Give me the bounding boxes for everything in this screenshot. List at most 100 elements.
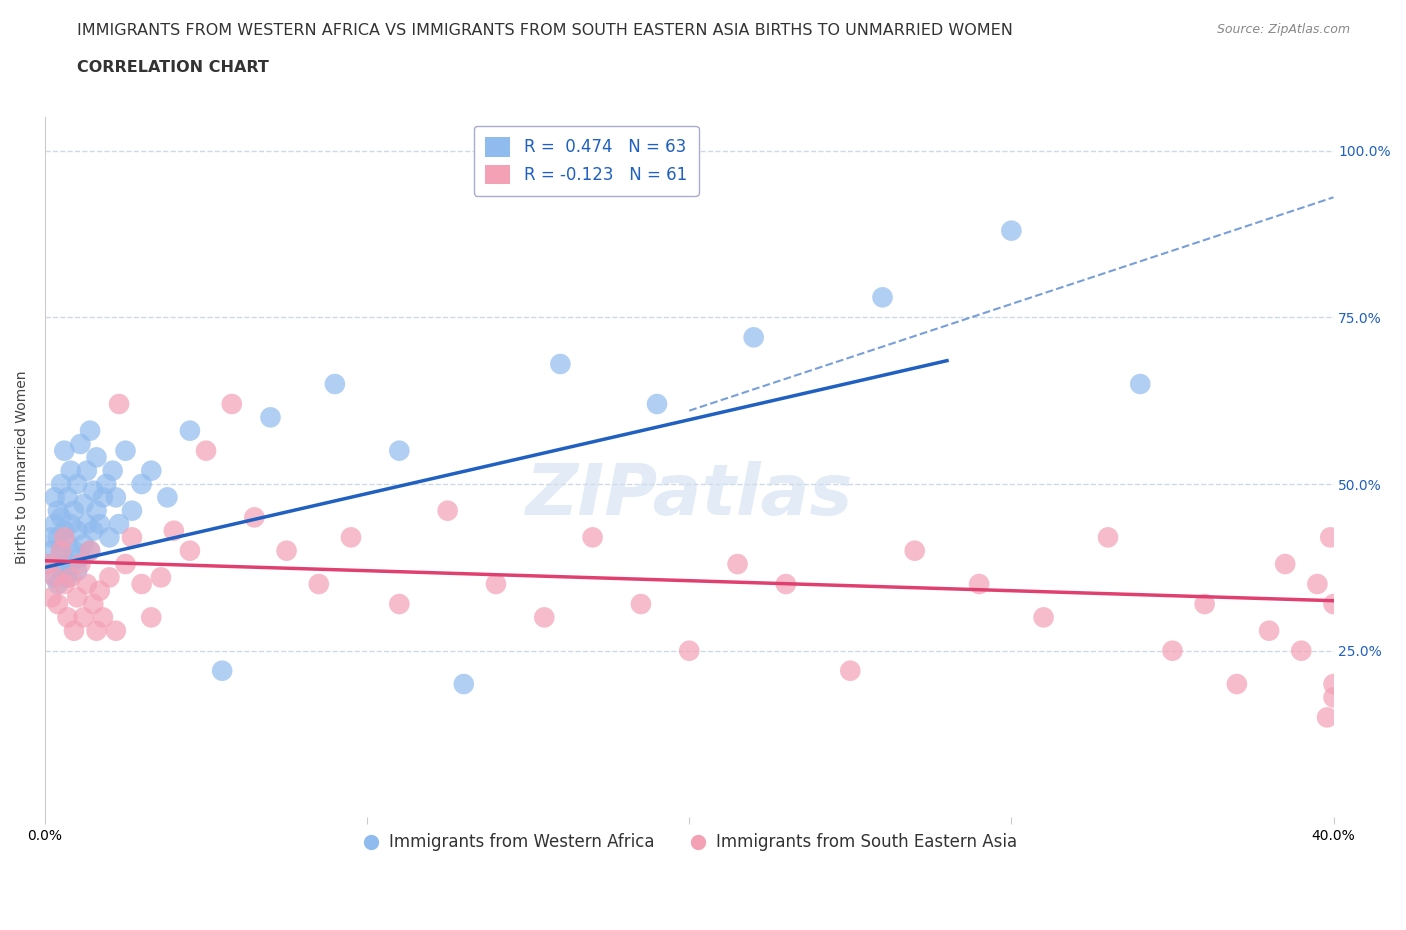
Point [69, 436, 91, 451]
Point [1161, 644, 1184, 658]
Point [53, 444, 76, 458]
Point [1291, 644, 1313, 658]
Point [69, 550, 91, 565]
Point [550, 356, 572, 371]
Point [1322, 690, 1344, 705]
Point [53, 524, 76, 538]
Point [678, 644, 700, 658]
Point [1129, 377, 1152, 392]
Point [46, 503, 69, 518]
Point [44, 516, 66, 531]
Point [179, 423, 201, 438]
Point [72, 537, 94, 551]
Text: CORRELATION CHART: CORRELATION CHART [77, 60, 269, 75]
Point [46, 597, 69, 612]
Point [485, 577, 508, 591]
Point [141, 463, 163, 478]
Point [1258, 623, 1281, 638]
Point [49, 543, 72, 558]
Point [727, 556, 749, 571]
Point [86, 503, 108, 518]
Point [76, 516, 98, 531]
Point [63, 543, 86, 558]
Point [86, 623, 108, 638]
Point [66, 524, 89, 538]
Point [1316, 710, 1339, 724]
Point [453, 677, 475, 692]
Point [91, 610, 114, 625]
Point [56, 537, 79, 551]
Point [44, 570, 66, 585]
Point [581, 530, 603, 545]
Point [131, 577, 153, 591]
Point [967, 577, 990, 591]
Point [149, 570, 172, 585]
Point [742, 330, 765, 345]
Point [56, 610, 79, 625]
Point [436, 503, 458, 518]
Legend: Immigrants from Western Africa, Immigrants from South Eastern Asia: Immigrants from Western Africa, Immigran… [354, 827, 1024, 858]
Point [259, 410, 281, 425]
Point [163, 524, 186, 538]
Point [53, 577, 76, 591]
Point [533, 610, 555, 625]
Point [101, 463, 124, 478]
Point [37, 556, 59, 571]
Point [56, 490, 79, 505]
Point [1319, 530, 1341, 545]
Point [340, 530, 363, 545]
Point [276, 543, 298, 558]
Point [82, 597, 104, 612]
Point [59, 463, 82, 478]
Point [645, 396, 668, 411]
Point [66, 476, 89, 491]
Point [108, 516, 131, 531]
Point [41, 530, 63, 545]
Point [114, 444, 136, 458]
Point [114, 556, 136, 571]
Point [89, 583, 111, 598]
Point [121, 503, 143, 518]
Point [195, 444, 218, 458]
Point [775, 577, 797, 591]
Point [66, 590, 89, 604]
Point [49, 543, 72, 558]
Point [131, 476, 153, 491]
Point [59, 516, 82, 531]
Point [1322, 677, 1344, 692]
Point [839, 663, 862, 678]
Point [82, 524, 104, 538]
Y-axis label: Births to Unmarried Women: Births to Unmarried Women [15, 370, 30, 565]
Text: Source: ZipAtlas.com: Source: ZipAtlas.com [1216, 23, 1350, 36]
Point [1226, 677, 1249, 692]
Point [1032, 610, 1054, 625]
Point [1322, 597, 1344, 612]
Point [86, 450, 108, 465]
Point [323, 377, 346, 392]
Point [41, 543, 63, 558]
Point [1274, 556, 1296, 571]
Point [388, 444, 411, 458]
Point [96, 476, 118, 491]
Point [98, 530, 121, 545]
Point [82, 484, 104, 498]
Text: IMMIGRANTS FROM WESTERN AFRICA VS IMMIGRANTS FROM SOUTH EASTERN ASIA BIRTHS TO U: IMMIGRANTS FROM WESTERN AFRICA VS IMMIGR… [77, 23, 1014, 38]
Point [44, 490, 66, 505]
Point [41, 590, 63, 604]
Point [89, 516, 111, 531]
Point [63, 503, 86, 518]
Point [179, 543, 201, 558]
Point [156, 490, 179, 505]
Point [141, 610, 163, 625]
Point [104, 490, 127, 505]
Point [53, 530, 76, 545]
Point [76, 463, 98, 478]
Point [243, 510, 266, 525]
Point [79, 543, 101, 558]
Point [211, 663, 233, 678]
Point [872, 290, 894, 305]
Point [76, 577, 98, 591]
Point [79, 543, 101, 558]
Point [49, 564, 72, 578]
Point [79, 423, 101, 438]
